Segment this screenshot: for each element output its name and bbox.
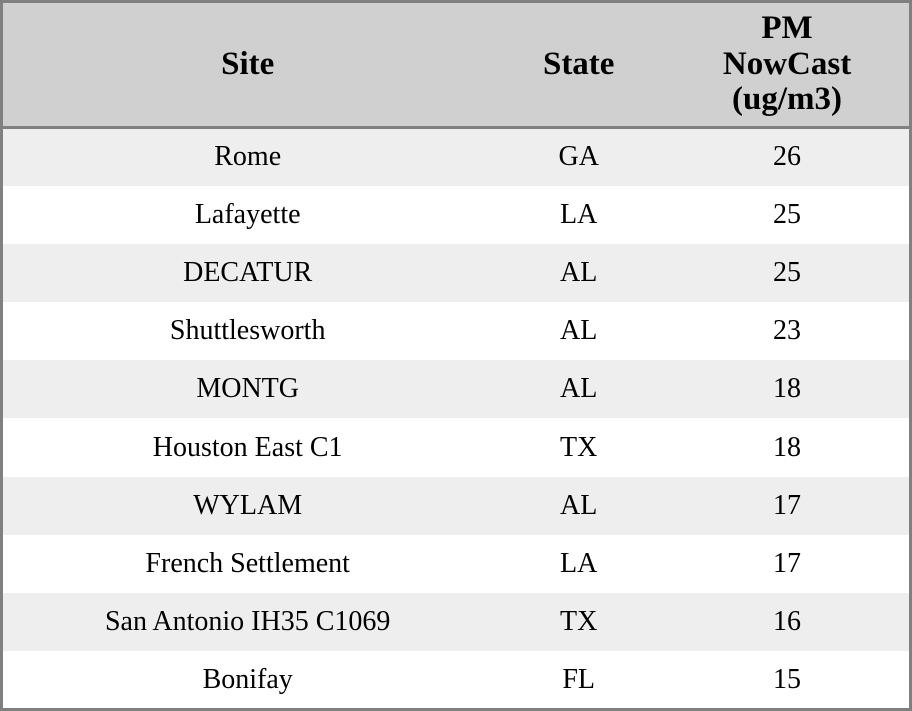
cell-site: DECATUR (183, 256, 313, 288)
table-row: WYLAM AL 17 (1, 476, 911, 535)
table-header: Site State PM NowCast (ug/m3) (1, 1, 911, 129)
cell-site: Shuttlesworth (169, 315, 326, 347)
column-header-state: State (492, 1, 666, 129)
cell-pm-nowcast: 25 (773, 256, 802, 288)
table-row: Rome GA 26 (1, 127, 911, 186)
cell-site: MONTG (196, 373, 300, 405)
table-row: Lafayette LA 25 (1, 185, 911, 244)
table-row: MONTG AL 18 (1, 360, 911, 419)
cell-site: Bonifay (202, 663, 293, 695)
cell-state: AL (560, 256, 598, 288)
cell-state: AL (560, 315, 598, 347)
column-header-pm-nowcast: PM NowCast (ug/m3) (665, 1, 911, 129)
cell-pm-nowcast: 15 (773, 663, 802, 695)
cell-site: WYLAM (193, 489, 303, 521)
cell-site: San Antonio IH35 C1069 (104, 606, 391, 638)
cell-state: LA (560, 198, 598, 230)
cell-site: Houston East C1 (152, 431, 343, 463)
column-header-site: Site (1, 1, 493, 129)
table-row: Bonifay FL 15 (1, 651, 911, 710)
cell-pm-nowcast: 26 (773, 141, 802, 173)
cell-pm-nowcast: 17 (773, 489, 802, 521)
table-row: Houston East C1 TX 18 (1, 418, 911, 477)
cell-site: French Settlement (145, 547, 350, 579)
cell-pm-nowcast: 23 (773, 315, 802, 347)
cell-site: Lafayette (194, 198, 301, 230)
cell-pm-nowcast: 16 (773, 606, 802, 638)
cell-pm-nowcast: 18 (773, 431, 802, 463)
cell-pm-nowcast: 25 (773, 198, 802, 230)
cell-state: GA (558, 141, 599, 173)
column-header-site-label: Site (221, 45, 275, 82)
cell-state: AL (560, 489, 598, 521)
cell-pm-nowcast: 18 (773, 373, 802, 405)
cell-pm-nowcast: 17 (773, 547, 802, 579)
column-header-state-label: State (542, 45, 615, 82)
cell-state: AL (560, 373, 598, 405)
cell-state: LA (560, 547, 598, 579)
cell-site: Rome (214, 141, 282, 173)
cell-state: TX (560, 431, 598, 463)
table-row: French Settlement LA 17 (1, 534, 911, 593)
table-body: Rome GA 26 Lafayette LA 25 DECATUR AL 25 Shuttles… (1, 127, 911, 710)
table-row: San Antonio IH35 C1069 TX 16 (1, 593, 911, 652)
cell-state: TX (560, 606, 598, 638)
header-row: Site State PM NowCast (ug/m3) (1, 1, 911, 129)
table-row: DECATUR AL 25 (1, 243, 911, 303)
cell-state: FL (562, 663, 596, 695)
table-row: Shuttlesworth AL 23 (1, 302, 911, 361)
column-header-pm-nowcast-label: PM NowCast (ug/m3) (722, 10, 852, 118)
